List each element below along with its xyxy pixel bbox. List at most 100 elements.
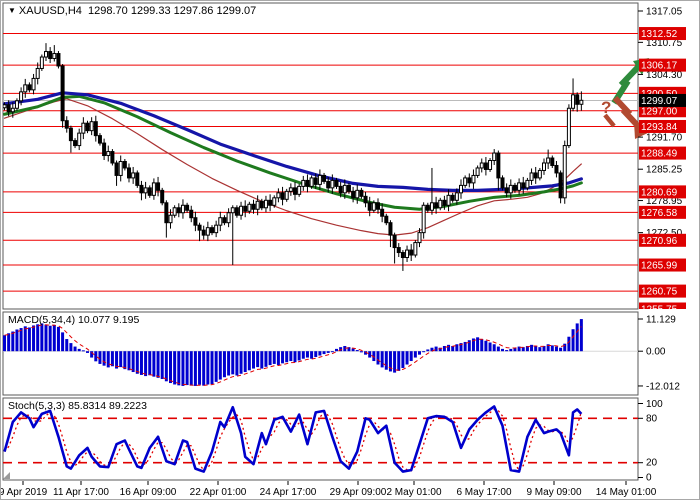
- macd-bar: [198, 351, 202, 385]
- macd-bar: [314, 351, 318, 357]
- candle: [537, 167, 542, 181]
- candle: [214, 220, 219, 238]
- candle: [521, 176, 526, 194]
- macd-bar: [571, 329, 575, 352]
- pane-resize-grip[interactable]: [3, 472, 10, 479]
- symbol-marker-icon[interactable]: ▼: [8, 6, 16, 15]
- candle: [330, 174, 335, 194]
- macd-bar: [181, 351, 185, 386]
- macd-bar: [11, 331, 15, 352]
- time-tick-label: 9 Apr 2019: [1, 487, 48, 498]
- macd-bar: [534, 345, 538, 352]
- candle: [52, 45, 57, 62]
- macd-bar: [409, 351, 413, 362]
- stoch-tick-label: 80: [646, 413, 658, 424]
- macd-bar: [276, 351, 280, 366]
- price-level-label: 1265.99: [639, 258, 686, 272]
- candle: [81, 117, 86, 140]
- macd-bar: [106, 351, 110, 368]
- macd-bar: [397, 351, 401, 371]
- macd-bar: [27, 327, 31, 352]
- macd-bar: [185, 351, 189, 386]
- macd-bar: [575, 323, 579, 352]
- candle: [73, 138, 78, 149]
- candle: [247, 201, 252, 214]
- macd-bar: [169, 351, 172, 384]
- svg-text:1265.99: 1265.99: [641, 261, 678, 272]
- macd-bar: [202, 351, 206, 386]
- price-tick-label: 1278.95: [646, 196, 683, 207]
- macd-axis: 11.129 0.00 -12.012: [638, 314, 680, 392]
- svg-text:1297.00: 1297.00: [641, 106, 678, 117]
- svg-text:1299.07: 1299.07: [641, 96, 678, 107]
- macd-bar: [559, 347, 563, 352]
- macd-bar: [102, 351, 106, 366]
- stoch-indicator-label: Stoch(5,3,3) 85.8314 89.2223: [8, 400, 147, 412]
- macd-pane: [3, 319, 638, 386]
- price-axis[interactable]: 1317.05 1310.75 1304.30 1291.70 1285.25 1278.…: [638, 7, 686, 316]
- macd-bar: [23, 326, 27, 352]
- macd-bar: [355, 350, 359, 352]
- stoch-tick-label: 0: [646, 473, 652, 484]
- candle: [234, 205, 239, 218]
- candle: [471, 169, 476, 189]
- macd-bar: [235, 351, 239, 376]
- candle: [579, 91, 584, 111]
- macd-bar: [451, 345, 455, 352]
- svg-text:1276.58: 1276.58: [641, 208, 678, 219]
- candle: [102, 138, 107, 161]
- macd-bar: [418, 351, 421, 355]
- ma-line-green: [3, 94, 583, 211]
- macd-bar: [210, 351, 214, 385]
- macd-bar: [322, 351, 326, 355]
- macd-bar: [206, 351, 210, 385]
- candle: [193, 211, 198, 232]
- candle: [23, 78, 28, 98]
- pane-border: [2, 2, 639, 310]
- candle: [139, 180, 144, 201]
- macd-bar: [293, 351, 297, 363]
- macd-bar: [189, 351, 193, 386]
- candle: [376, 198, 380, 214]
- candle: [77, 128, 82, 151]
- candle: [334, 177, 339, 189]
- macd-bar: [69, 343, 73, 352]
- macd-bar: [380, 351, 384, 368]
- price-tick-label: 1310.75: [646, 38, 683, 49]
- price-level-label: 1270.96: [639, 233, 686, 247]
- macd-bar: [447, 344, 451, 352]
- macd-bar: [538, 347, 542, 352]
- macd-bar: [492, 344, 496, 352]
- macd-bar: [297, 351, 301, 361]
- candle: [151, 178, 156, 200]
- macd-bar: [135, 351, 139, 374]
- price-level-label: 1260.75: [639, 284, 686, 298]
- stoch-k-line: [3, 405, 583, 473]
- time-axis[interactable]: 9 Apr 2019 11 Apr 17:00 16 Apr 09:00 22 Apr…: [1, 481, 657, 498]
- macd-indicator-label: MACD(5,34,4) 10.077 9.195: [8, 314, 140, 326]
- price-level-label: 1306.17: [639, 58, 686, 72]
- svg-text:1255.75: 1255.75: [641, 305, 678, 316]
- candle: [259, 198, 264, 211]
- candle: [168, 209, 173, 229]
- macd-bar: [434, 346, 438, 352]
- candle: [492, 149, 497, 165]
- candle: [309, 175, 314, 189]
- macd-bar: [193, 351, 197, 386]
- candle: [164, 200, 169, 238]
- macd-bar: [455, 344, 459, 352]
- macd-bar: [7, 333, 11, 352]
- candle: [180, 199, 185, 219]
- candle: [550, 155, 555, 168]
- candle: [68, 125, 73, 153]
- candle: [533, 166, 538, 184]
- macd-signal-line: [4, 324, 582, 386]
- candle: [39, 54, 44, 71]
- candle: [222, 215, 227, 226]
- macd-bar: [227, 351, 231, 376]
- macd-bar: [110, 351, 114, 367]
- macd-bar: [19, 328, 23, 352]
- candle: [546, 149, 551, 169]
